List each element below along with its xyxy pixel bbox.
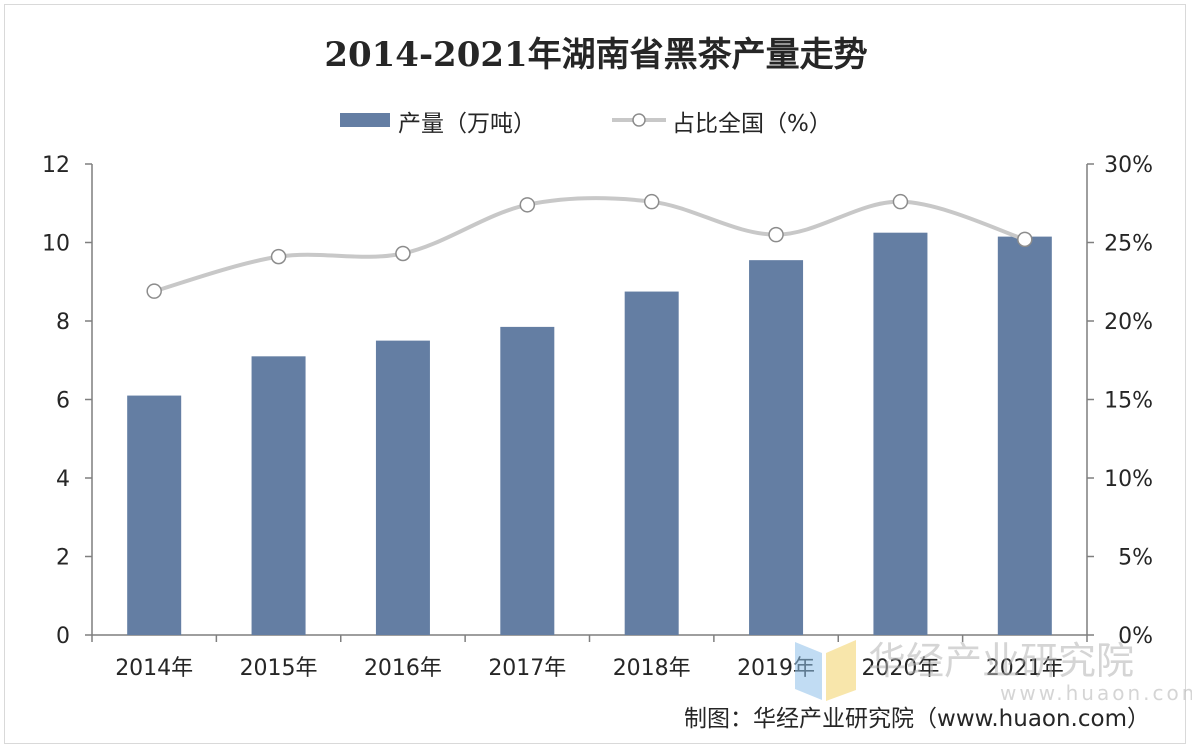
line-point — [270, 248, 287, 265]
bar — [749, 260, 804, 635]
line-point — [395, 245, 411, 262]
bar — [375, 340, 430, 635]
bar — [624, 291, 679, 635]
line-point — [519, 197, 536, 213]
line-point — [146, 283, 162, 299]
watermark-logo-left — [795, 642, 822, 700]
y2-tick-label: 5% — [1118, 546, 1153, 571]
bar — [500, 326, 555, 635]
watermark-logo-right — [826, 640, 856, 701]
x-tick-label: 2015年 — [240, 656, 318, 681]
y2-tick-label: 10% — [1104, 467, 1153, 492]
y-tick-label: 0 — [56, 624, 70, 649]
y-tick-label: 8 — [56, 310, 70, 335]
line-point — [643, 193, 660, 210]
line-point — [892, 193, 909, 210]
x-tick-label: 2020年 — [861, 656, 939, 681]
legend: 产量（万吨） 占比全国（%） — [340, 111, 832, 137]
bar — [251, 356, 306, 635]
x-tick-label: 2021年 — [986, 656, 1064, 681]
bar — [127, 395, 182, 635]
watermark: 华经产业研究院 www.huaon.com — [795, 639, 1192, 705]
watermark-text: 华经产业研究院 — [868, 639, 1134, 683]
legend-bar-swatch — [340, 113, 390, 127]
y2-tick-label: 15% — [1104, 389, 1153, 414]
source-note: 制图：华经产业研究院（www.huaon.com） — [684, 706, 1150, 732]
y2-tick-label: 0% — [1118, 624, 1153, 649]
chart-title: 2014-2021年湖南省黑茶产量走势 — [324, 35, 867, 75]
y-tick-label: 12 — [42, 153, 70, 178]
bar-series — [127, 232, 1052, 636]
axes — [91, 164, 1088, 636]
y-axis-ticks: 0 2 4 6 8 10 12 — [42, 153, 92, 649]
bar — [873, 232, 928, 635]
bar — [997, 236, 1052, 636]
legend-line-marker — [632, 113, 646, 127]
y-tick-label: 4 — [56, 467, 70, 492]
watermark-url: www.huaon.com — [1000, 681, 1192, 705]
x-tick-label: 2017年 — [488, 656, 566, 681]
line-point — [768, 226, 784, 243]
y-tick-label: 6 — [56, 389, 70, 414]
y-tick-label: 2 — [56, 546, 70, 571]
x-tick-label: 2016年 — [364, 656, 442, 681]
y-tick-label: 10 — [42, 232, 70, 257]
y2-tick-label: 20% — [1104, 310, 1153, 335]
x-tick-label: 2018年 — [613, 656, 691, 681]
line-path — [153, 196, 1026, 294]
y2-axis-ticks: 0% 5% 10% 15% 20% 25% 30% — [1087, 153, 1153, 649]
legend-line-label: 占比全国（%） — [672, 111, 832, 137]
y2-tick-label: 25% — [1104, 232, 1153, 257]
line-point — [1017, 231, 1033, 248]
legend-bar-label: 产量（万吨） — [398, 111, 536, 137]
y2-tick-label: 30% — [1104, 153, 1153, 178]
x-axis-ticks: 2014年 2015年 2016年 2017年 2018年 2019年 2020年 2021年 — [91, 635, 1088, 681]
chart-frame — [4, 4, 1186, 744]
line-series — [146, 193, 1033, 299]
x-tick-label: 2014年 — [115, 656, 193, 681]
